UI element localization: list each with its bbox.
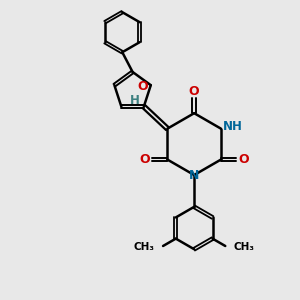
Text: O: O — [140, 153, 150, 166]
Text: NH: NH — [223, 120, 243, 133]
Text: CH₃: CH₃ — [134, 242, 155, 253]
Text: O: O — [137, 80, 148, 93]
Text: H: H — [130, 94, 140, 107]
Text: O: O — [238, 153, 249, 166]
Text: N: N — [189, 169, 200, 182]
Text: CH₃: CH₃ — [233, 242, 254, 253]
Text: O: O — [189, 85, 200, 98]
